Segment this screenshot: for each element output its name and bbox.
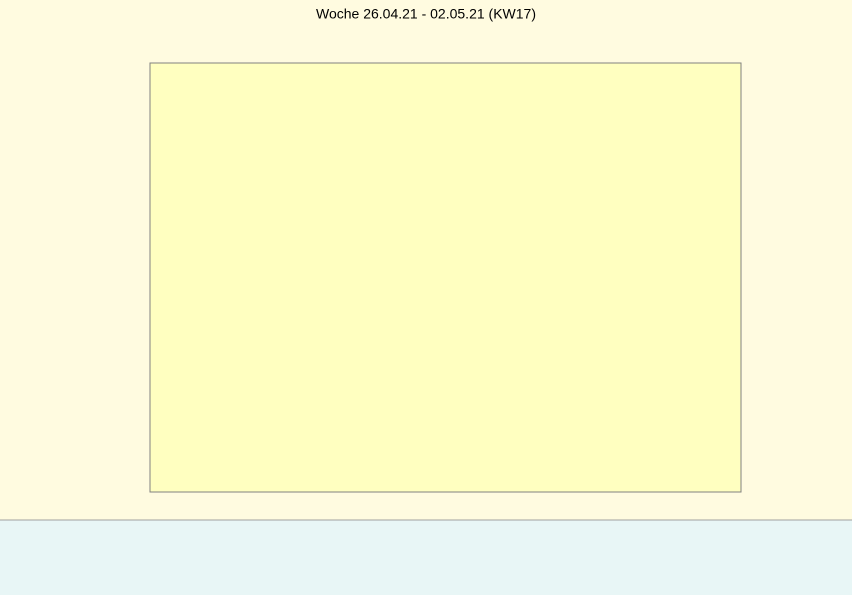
chart-title: Woche 26.04.21 - 02.05.21 (KW17) xyxy=(316,6,536,22)
plot-area xyxy=(149,62,742,493)
table-background xyxy=(0,520,852,595)
